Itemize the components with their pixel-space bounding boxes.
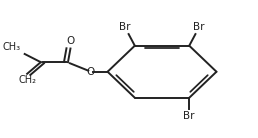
Text: CH₃: CH₃ [3, 42, 21, 52]
Text: CH₂: CH₂ [18, 75, 36, 85]
Text: O: O [86, 67, 94, 77]
Text: Br: Br [183, 111, 195, 121]
Text: O: O [66, 36, 75, 47]
Text: Br: Br [119, 22, 131, 32]
Text: Br: Br [194, 22, 205, 32]
